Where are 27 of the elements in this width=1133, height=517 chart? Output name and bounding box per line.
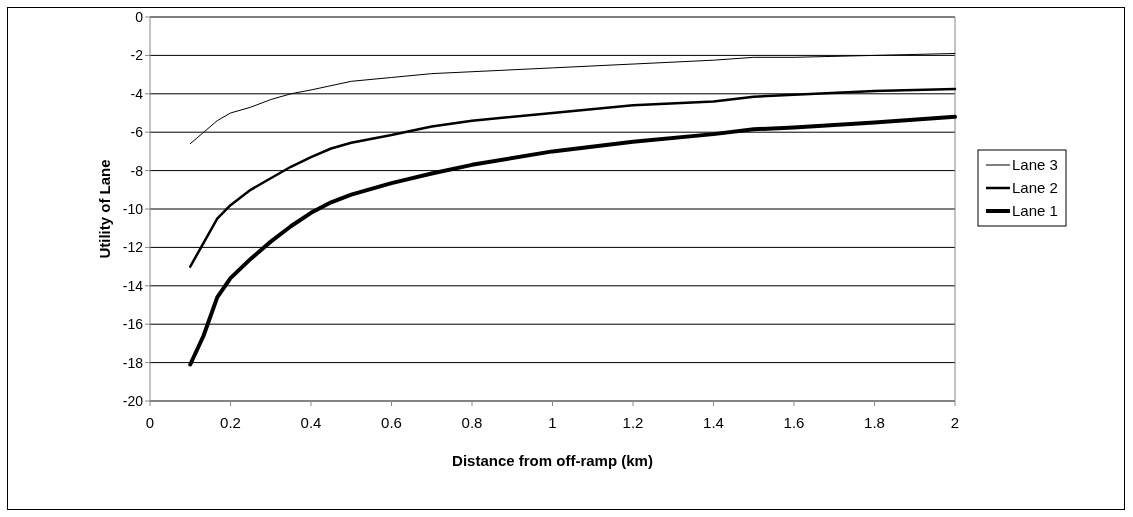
x-tick-label: 1.8 — [864, 414, 885, 431]
x-tick-label: 0 — [145, 414, 155, 431]
x-tick-label: 1.2 — [622, 414, 644, 431]
legend-label: Lane 2 — [1012, 179, 1058, 197]
x-tick-label: 2 — [950, 414, 960, 431]
y-tick-label: -14 — [122, 277, 144, 294]
x-tick-label: 0.6 — [381, 414, 402, 431]
y-tick-label: 0 — [135, 8, 144, 25]
x-axis-title: Distance from off-ramp (km) — [452, 452, 653, 469]
y-tick-label: -10 — [122, 200, 144, 217]
x-tick-label: 0.8 — [461, 414, 483, 431]
legend-label: Lane 1 — [1012, 202, 1058, 220]
y-tick-label: -8 — [130, 162, 144, 179]
x-tick-label: 1 — [548, 414, 557, 431]
legend-label: Lane 3 — [1012, 156, 1058, 174]
y-tick-label: -4 — [130, 85, 144, 102]
y-tick-label: -6 — [130, 124, 144, 141]
x-tick-label: 0.2 — [220, 414, 241, 431]
y-tick-label: -18 — [122, 354, 144, 371]
y-tick-label: -20 — [122, 392, 144, 409]
x-tick-label: 1.4 — [703, 414, 724, 431]
y-tick-label: -12 — [122, 239, 144, 256]
y-tick-label: -2 — [130, 47, 144, 64]
x-tick-label: 0.4 — [300, 414, 322, 431]
x-tick-label: 1.6 — [783, 414, 805, 431]
y-tick-label: -16 — [122, 316, 144, 333]
y-axis-title: Utility of Lane — [96, 159, 113, 259]
